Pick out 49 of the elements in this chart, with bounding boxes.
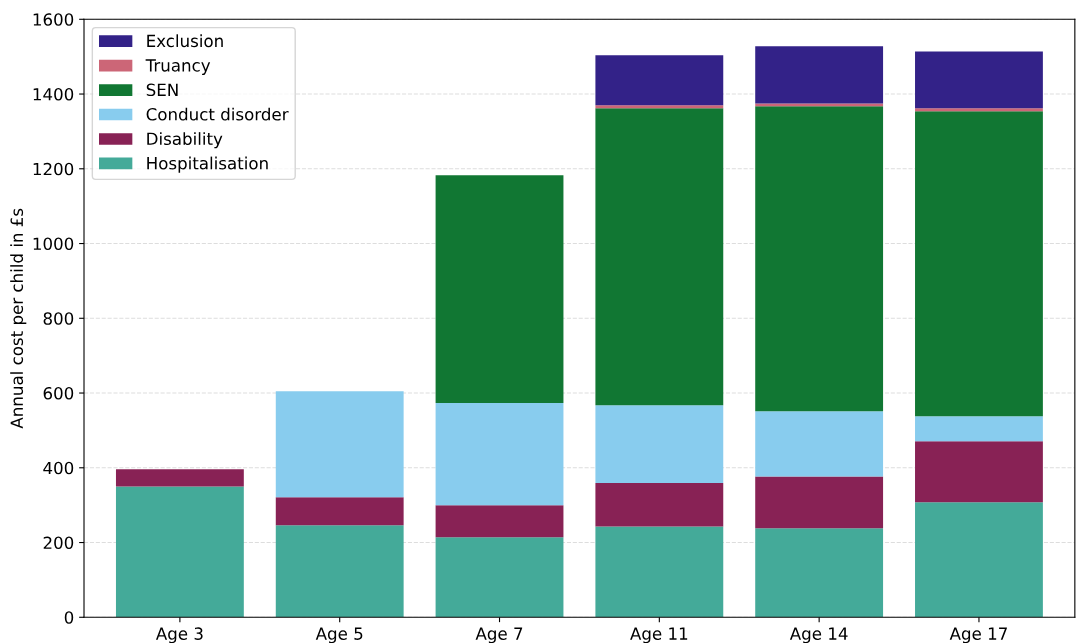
legend-label: Hospitalisation [147, 156, 268, 173]
bar [755, 106, 884, 412]
bar [115, 469, 244, 487]
bar [115, 486, 244, 618]
bar [595, 483, 724, 527]
bar [275, 391, 404, 498]
bar [755, 411, 884, 477]
bar [595, 108, 724, 406]
y-tick-label: 0 [64, 611, 74, 624]
bar [915, 51, 1043, 109]
bar [915, 111, 1043, 417]
x-tick-label: Age 7 [475, 627, 523, 643]
bar [435, 537, 564, 618]
y-tick-label: 1200 [33, 162, 74, 176]
y-tick-label: 1000 [33, 237, 74, 251]
bar [595, 55, 724, 106]
bar [755, 46, 884, 104]
bar [755, 103, 884, 107]
legend-label: Disability [147, 132, 223, 149]
bar [915, 416, 1043, 442]
bar [595, 526, 724, 618]
x-tick-label: Age 14 [789, 627, 848, 643]
bar [915, 108, 1043, 112]
bar [435, 403, 564, 506]
bar [595, 105, 724, 109]
x-tick-label: Age 17 [949, 627, 1007, 643]
y-tick-label: 1400 [33, 88, 74, 101]
y-axis-title: Annual cost per child in £s [10, 208, 27, 429]
legend-label: Truancy [145, 59, 211, 75]
bar [915, 441, 1043, 503]
y-tick-label: 400 [43, 461, 74, 475]
bar [755, 476, 884, 529]
y-tick-label: 1600 [33, 13, 74, 26]
legend-label: SEN [146, 83, 178, 97]
bar [915, 502, 1043, 618]
y-tick-label: 200 [43, 536, 74, 550]
bar [595, 405, 724, 484]
bar [755, 528, 884, 618]
bar [435, 505, 564, 538]
x-tick-label: Age 5 [315, 627, 363, 643]
bar [275, 525, 404, 618]
legend-label: Conduct disorder [146, 107, 289, 121]
x-tick-label: Age 3 [155, 627, 203, 643]
bar [435, 175, 564, 404]
x-tick-label: Age 11 [630, 627, 688, 643]
y-tick-label: 600 [43, 387, 74, 400]
bar [275, 497, 404, 526]
y-tick-label: 800 [43, 312, 74, 325]
legend-label: Exclusion [147, 34, 223, 48]
